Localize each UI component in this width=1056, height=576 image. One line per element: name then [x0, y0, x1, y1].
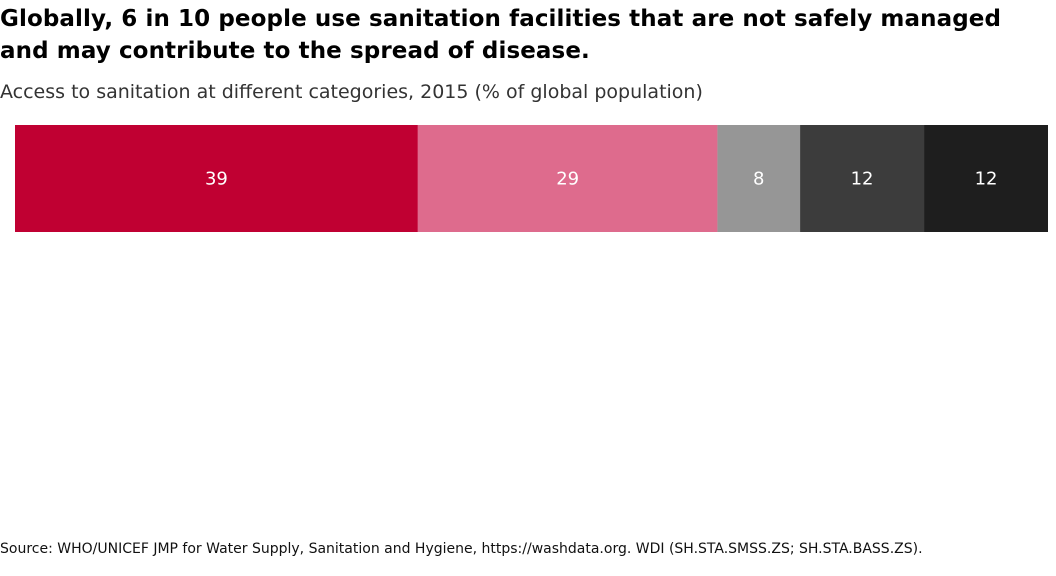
- bar-label-5: 12: [975, 169, 998, 190]
- bar-segment-4: [800, 125, 925, 232]
- bar-segment-1: [15, 125, 418, 232]
- bar-segment-5: [924, 125, 1048, 232]
- bar-label-4: 12: [851, 169, 874, 190]
- bar-segment-3: [717, 125, 801, 232]
- bar-segments: [15, 125, 1048, 232]
- bar-label-3: 8: [753, 169, 764, 190]
- data-labels: 39 29 8 12 12: [205, 169, 997, 190]
- source-note: Source: WHO/UNICEF JMP for Water Supply,…: [0, 541, 923, 557]
- chart-title: Globally, 6 in 10 people use sanitation …: [0, 6, 1002, 64]
- stacked-bar-chart: 39 29 8 12 12: [15, 125, 1048, 232]
- bar-label-1: 39: [205, 169, 228, 190]
- chart-subtitle: Access to sanitation at different catego…: [0, 81, 703, 103]
- bar-segment-2: [417, 125, 718, 232]
- bar-label-2: 29: [556, 169, 579, 190]
